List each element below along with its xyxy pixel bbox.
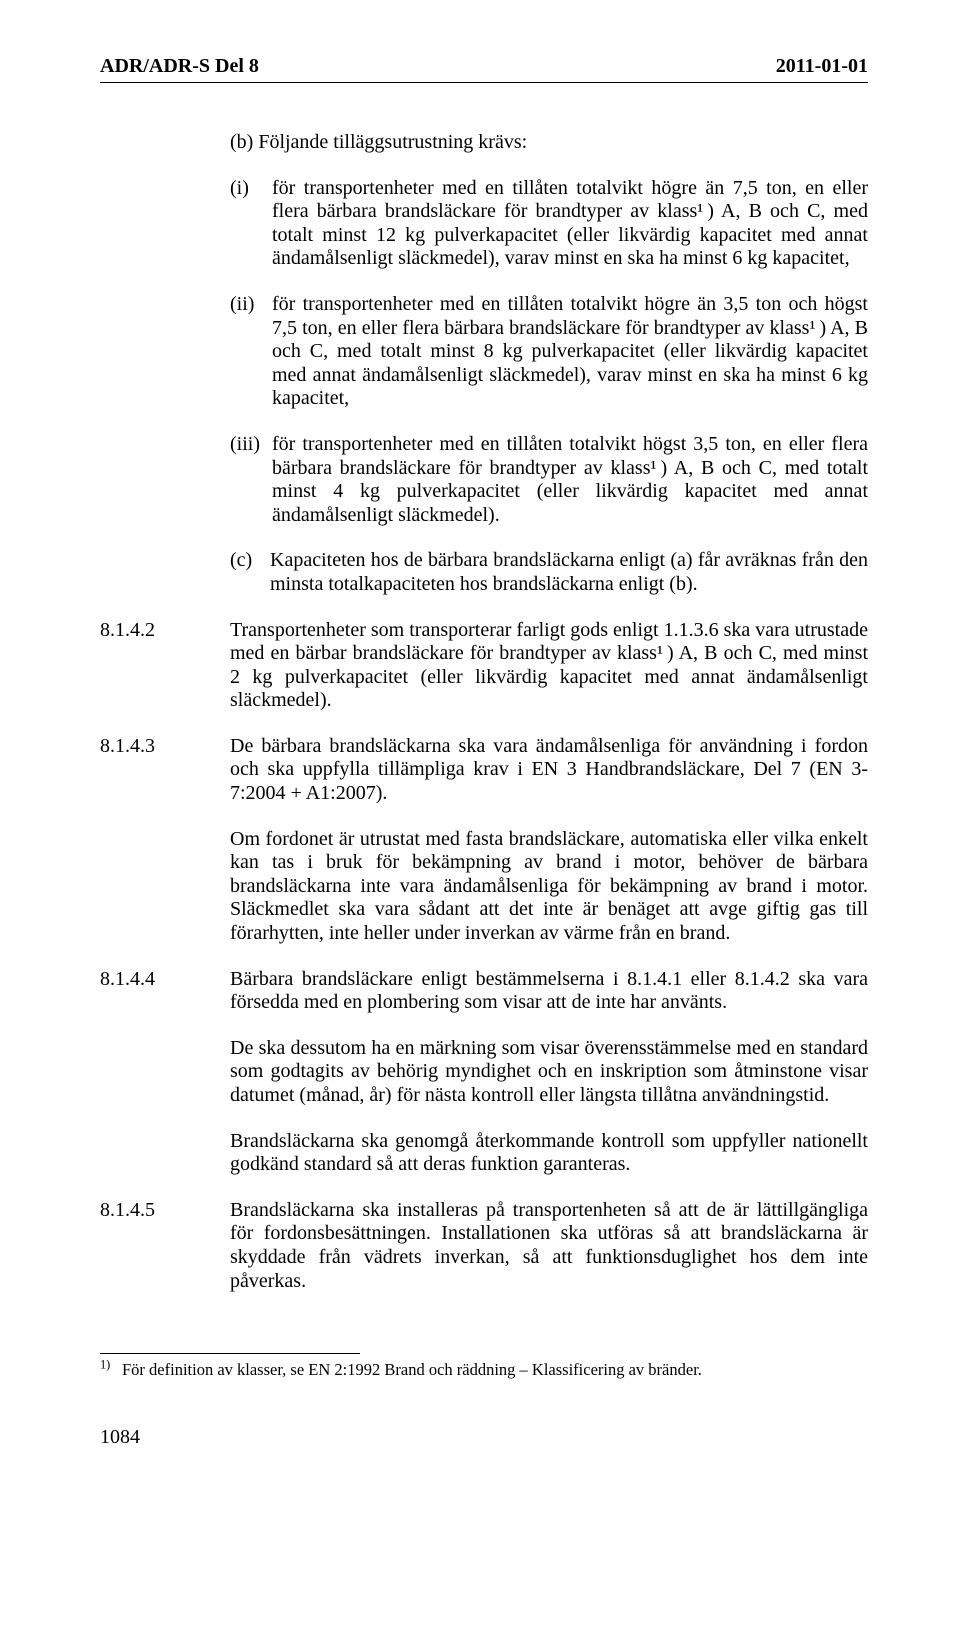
list-body: för transportenheter med en tillåten tot… (272, 293, 868, 411)
footnote-marker: 1) (100, 1360, 122, 1380)
section-c: (c) Kapaciteten hos de bärbara brandsläc… (230, 549, 868, 596)
list-item-ii: (ii) för transportenheter med en tillåte… (230, 293, 868, 411)
clause-8-1-4-3-extra: Om fordonet är utrustat med fasta brands… (230, 828, 868, 946)
clause-8-1-4-4-extra-1: De ska dessutom ha en märkning som visar… (230, 1037, 868, 1108)
clause-number: 8.1.4.2 (100, 619, 230, 713)
clause-number: 8.1.4.3 (100, 735, 230, 806)
footnote-text: För definition av klasser, se EN 2:1992 … (122, 1360, 702, 1380)
c-body: Kapaciteten hos de bärbara brandsläckarn… (270, 549, 868, 596)
clause-8-1-4-5: 8.1.4.5 Brandsläckarna ska installeras p… (100, 1199, 868, 1293)
page-header: ADR/ADR-S Del 8 2011-01-01 (100, 55, 868, 83)
header-left: ADR/ADR-S Del 8 (100, 55, 259, 78)
clause-body: Transportenheter som transporterar farli… (230, 619, 868, 713)
clause-body: Bärbara brandsläckare enligt bestämmelse… (230, 968, 868, 1015)
footnote-rule (100, 1353, 360, 1354)
clause-number: 8.1.4.4 (100, 968, 230, 1015)
list-body: för transportenheter med en tillåten tot… (272, 433, 868, 527)
header-right: 2011-01-01 (776, 55, 868, 78)
list-item-i: (i) för transportenheter med en tillåten… (230, 177, 868, 271)
section-b-intro: (b) Följande tilläggsutrustning krävs: (230, 131, 868, 155)
footnote: 1) För definition av klasser, se EN 2:19… (100, 1360, 868, 1380)
clause-body: De bärbara brandsläckarna ska vara ändam… (230, 735, 868, 806)
list-marker: (ii) (230, 293, 272, 411)
list-body: för transportenheter med en tillåten tot… (272, 177, 868, 271)
c-marker: (c) (230, 549, 270, 596)
list-marker: (i) (230, 177, 272, 271)
clause-8-1-4-3: 8.1.4.3 De bärbara brandsläckarna ska va… (100, 735, 868, 806)
page: ADR/ADR-S Del 8 2011-01-01 (b) Följande … (0, 0, 960, 1626)
clause-8-1-4-4: 8.1.4.4 Bärbara brandsläckare enligt bes… (100, 968, 868, 1015)
clause-body: Brandsläckarna ska installeras på transp… (230, 1199, 868, 1293)
clause-number: 8.1.4.5 (100, 1199, 230, 1293)
list-item-iii: (iii) för transportenheter med en tillåt… (230, 433, 868, 527)
list-marker: (iii) (230, 433, 272, 527)
clause-8-1-4-4-extra-2: Brandsläckarna ska genomgå återkommande … (230, 1130, 868, 1177)
clause-8-1-4-2: 8.1.4.2 Transportenheter som transporter… (100, 619, 868, 713)
page-number: 1084 (100, 1426, 868, 1449)
